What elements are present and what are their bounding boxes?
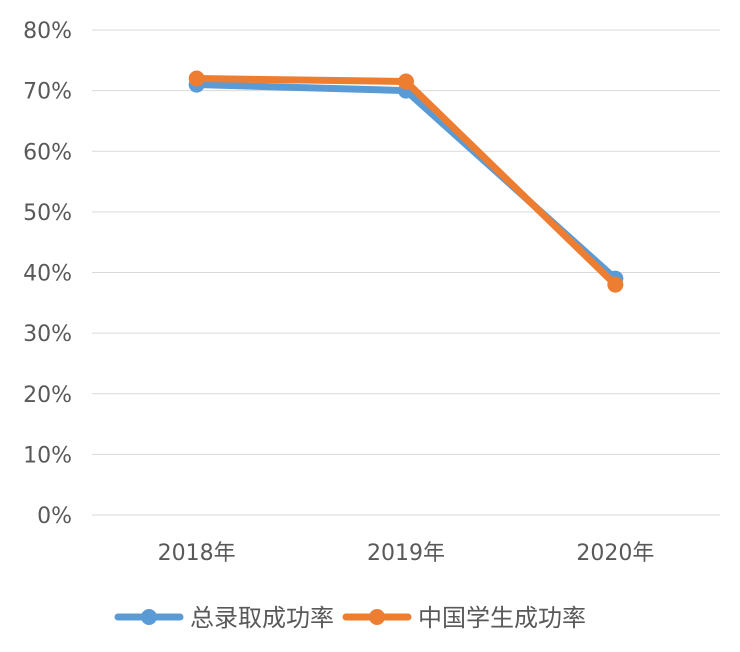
series-lines [188,70,624,293]
x-tick-label: 2020年 [576,541,654,566]
y-tick-label: 30% [23,322,72,347]
legend-label: 中国学生成功率 [418,604,586,632]
y-tick-label: 80% [23,19,72,44]
legend-label: 总录取成功率 [190,604,334,632]
x-tick-label: 2019年 [367,541,445,566]
data-point [607,276,624,293]
series-line [193,75,619,289]
legend-marker [141,609,157,625]
y-tick-label: 10% [23,443,72,468]
y-tick-label: 40% [23,262,72,287]
y-tick-label: 0% [37,504,72,529]
legend-item-1: 总录取成功率 [114,604,334,632]
gridlines [92,29,720,516]
y-tick-label: 60% [23,140,72,165]
y-tick-label: 20% [23,383,72,408]
series-1 [188,76,624,287]
series-line [193,81,619,283]
data-point [188,70,205,87]
y-tick-label: 70% [23,80,72,105]
y-tick-label: 50% [23,201,72,226]
legend-item-2: 中国学生成功率 [342,604,586,632]
data-point [398,73,414,90]
y-axis-tick-labels: 0% 10% 20% 30% 40% 50% 60% 70% 80% [23,19,72,529]
legend-marker [369,609,385,625]
series-2 [188,70,624,293]
x-axis-tick-labels: 2018年 2019年 2020年 [158,541,655,566]
x-tick-label: 2018年 [158,541,236,566]
legend: 总录取成功率 中国学生成功率 [114,604,586,632]
